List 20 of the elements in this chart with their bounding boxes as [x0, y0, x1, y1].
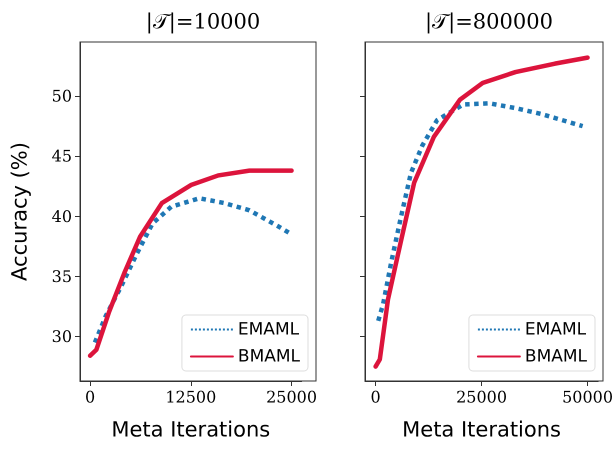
x-tick-label: 0 — [84, 388, 96, 406]
legend-label: EMAML — [238, 320, 300, 340]
chart-title: |𝒯|=10000 — [146, 10, 260, 34]
x-tick-label: 25000 — [456, 388, 508, 406]
y-tick-label: 50 — [52, 86, 72, 106]
x-axis-title: Meta Iterations — [402, 418, 561, 442]
x-tick-label: 25000 — [266, 388, 318, 406]
chart-title: |𝒯|=800000 — [425, 10, 553, 34]
x-tick-label: 12500 — [165, 388, 216, 406]
x-tick-label: 0 — [370, 388, 381, 406]
legend-label: BMAML — [238, 346, 301, 366]
y-tick-label: 45 — [52, 146, 72, 166]
y-tick-label: 30 — [52, 327, 72, 346]
y-axis-title: Accuracy (%) — [8, 142, 32, 281]
x-axis-title: Meta Iterations — [111, 418, 270, 442]
x-tick-label: 50000 — [562, 388, 614, 406]
legend-label: BMAML — [524, 346, 588, 366]
y-tick-label: 40 — [52, 206, 72, 226]
y-tick-label: 35 — [52, 266, 72, 286]
legend-label: EMAML — [524, 320, 587, 340]
